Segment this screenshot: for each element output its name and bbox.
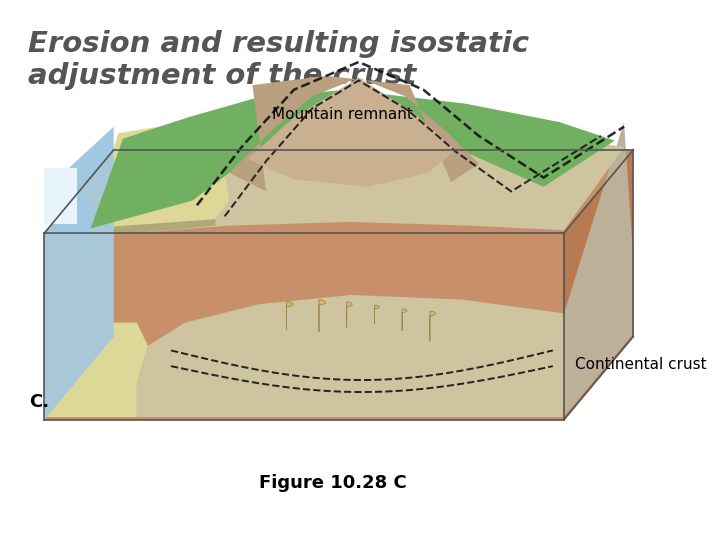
Polygon shape <box>564 122 634 417</box>
Polygon shape <box>347 302 352 327</box>
Polygon shape <box>49 118 229 231</box>
Polygon shape <box>319 300 325 332</box>
Text: Continental crust: Continental crust <box>575 357 706 372</box>
Polygon shape <box>45 168 77 224</box>
Polygon shape <box>45 233 564 420</box>
Polygon shape <box>49 219 215 233</box>
Polygon shape <box>45 323 148 417</box>
Polygon shape <box>564 150 634 420</box>
Polygon shape <box>91 85 615 228</box>
Text: Figure 10.28 C: Figure 10.28 C <box>259 474 407 492</box>
Text: Erosion and resulting isostatic
adjustment of the crust: Erosion and resulting isostatic adjustme… <box>28 30 529 90</box>
Polygon shape <box>45 150 114 420</box>
Polygon shape <box>137 130 624 233</box>
Polygon shape <box>374 305 379 323</box>
Polygon shape <box>402 309 407 331</box>
Text: Mountain remnant: Mountain remnant <box>271 107 413 122</box>
Polygon shape <box>229 76 479 191</box>
Polygon shape <box>137 295 564 417</box>
Text: C.: C. <box>30 393 50 410</box>
Polygon shape <box>45 127 114 233</box>
Polygon shape <box>45 150 634 233</box>
Polygon shape <box>287 302 293 330</box>
Polygon shape <box>430 311 436 341</box>
FancyBboxPatch shape <box>0 18 668 522</box>
Polygon shape <box>248 78 456 187</box>
